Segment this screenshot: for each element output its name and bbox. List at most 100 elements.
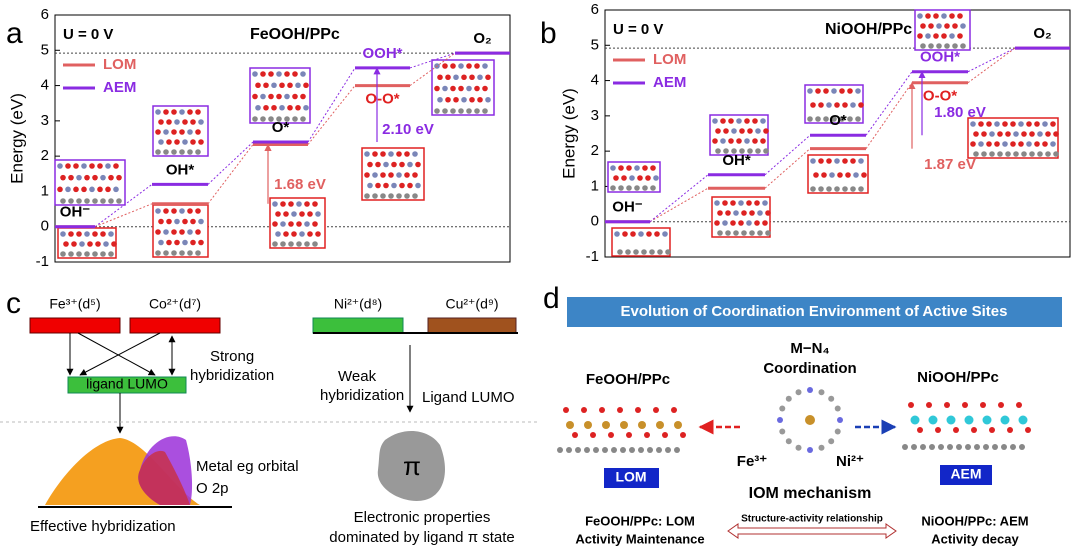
atom — [981, 131, 987, 137]
label: π — [403, 451, 421, 481]
atom — [754, 220, 760, 226]
atom — [100, 251, 106, 257]
atom — [198, 239, 204, 246]
label: Ligand LUMO — [422, 389, 515, 406]
atom — [92, 198, 98, 204]
atom — [174, 218, 180, 225]
atom — [375, 182, 381, 189]
atom — [785, 395, 792, 402]
atom — [818, 389, 825, 396]
atom — [388, 172, 394, 178]
atom — [599, 407, 605, 413]
atom — [307, 211, 313, 217]
atom — [944, 402, 950, 408]
connector — [967, 47, 1016, 84]
atom — [1001, 444, 1007, 450]
atom — [190, 139, 196, 145]
atom — [288, 241, 294, 247]
atom — [391, 182, 397, 189]
atom — [68, 251, 74, 257]
atom — [944, 43, 950, 49]
atom — [275, 231, 281, 237]
atom — [826, 102, 832, 108]
step-label: O₂ — [1033, 25, 1051, 42]
atom — [383, 161, 389, 168]
atom — [626, 432, 632, 438]
atom — [813, 172, 819, 178]
atom — [581, 407, 587, 413]
atom — [372, 172, 378, 178]
atom — [307, 231, 313, 237]
atom — [76, 198, 82, 204]
atom — [280, 241, 286, 247]
atom — [839, 116, 845, 122]
atom — [407, 182, 413, 189]
atom — [155, 229, 161, 235]
atom — [182, 218, 188, 225]
atom — [434, 85, 440, 92]
atom — [292, 116, 298, 122]
atom — [155, 109, 161, 115]
connector — [865, 82, 913, 149]
atom — [917, 33, 923, 39]
atom — [276, 116, 282, 122]
atom — [442, 85, 448, 92]
atom — [380, 193, 386, 199]
atom — [111, 241, 117, 247]
atom — [1042, 121, 1048, 127]
label: Weak — [338, 368, 377, 385]
atom — [63, 241, 69, 247]
atom — [831, 116, 837, 122]
atom — [1050, 121, 1056, 127]
y-tick-label: 0 — [41, 218, 49, 235]
atom — [946, 415, 956, 425]
atom — [1013, 131, 1019, 137]
atom — [263, 104, 269, 111]
atom — [1021, 151, 1027, 157]
atom — [633, 249, 639, 255]
atom — [593, 447, 599, 453]
atom — [364, 151, 370, 157]
connector — [649, 174, 709, 223]
label: Fe³⁺ — [737, 453, 768, 470]
atom — [65, 186, 71, 193]
atom — [842, 186, 848, 192]
atom — [166, 119, 172, 125]
atom — [997, 131, 1003, 137]
atom — [834, 102, 840, 108]
panel-letter: b — [540, 17, 557, 50]
atom — [367, 182, 373, 189]
atom — [910, 415, 920, 425]
y-tick-label: -1 — [36, 253, 49, 270]
atom — [179, 109, 185, 115]
atom — [303, 82, 309, 89]
atom — [450, 108, 456, 114]
atom — [837, 172, 843, 178]
atom — [765, 230, 771, 236]
atom — [272, 241, 278, 247]
atom — [466, 108, 472, 114]
atom — [997, 151, 1003, 157]
atom — [155, 250, 161, 256]
atom — [626, 185, 632, 191]
atom — [445, 96, 451, 103]
atom — [744, 118, 750, 124]
atom — [920, 23, 926, 29]
atom — [89, 163, 95, 169]
atom — [1005, 131, 1011, 137]
atom — [445, 74, 451, 81]
atom — [807, 88, 813, 94]
atom — [474, 108, 480, 114]
atom — [1002, 141, 1008, 147]
atom — [847, 88, 853, 94]
atom — [952, 23, 958, 29]
atom — [717, 230, 723, 236]
atom — [994, 121, 1000, 127]
atom — [198, 119, 204, 125]
atom — [171, 109, 177, 115]
atom — [288, 201, 294, 207]
atom — [834, 428, 841, 435]
atom — [928, 415, 938, 425]
atom — [195, 129, 201, 135]
atom — [956, 444, 962, 450]
